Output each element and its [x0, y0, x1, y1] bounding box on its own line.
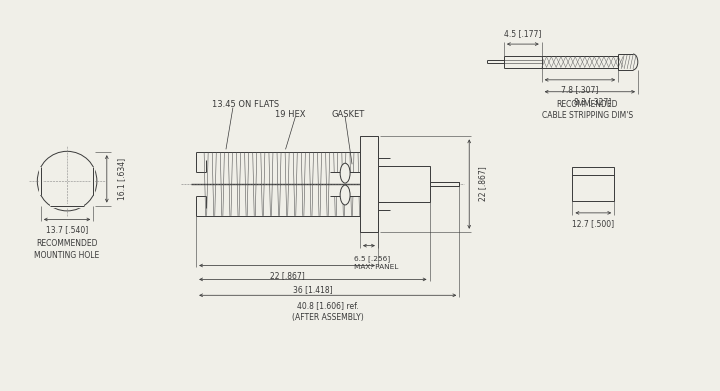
Text: 7.8 [.307]: 7.8 [.307] [561, 85, 598, 94]
Text: 8.3 [.327]: 8.3 [.327] [574, 97, 611, 106]
Text: 13.45 ON FLATS: 13.45 ON FLATS [212, 100, 279, 109]
Circle shape [37, 151, 97, 211]
Bar [430, 182, 459, 186]
Text: 13.7 [.540]: 13.7 [.540] [46, 225, 89, 234]
Bar [378, 166, 430, 202]
Bar [572, 167, 614, 201]
Text: 36 [1.418]: 36 [1.418] [293, 285, 333, 294]
Bar [541, 56, 618, 68]
Text: 6.5 [.256]
MAX. PANEL: 6.5 [.256] MAX. PANEL [354, 256, 398, 270]
Text: 4.5 [.177]: 4.5 [.177] [504, 29, 541, 38]
Bar [330, 172, 360, 196]
Text: 22 [.867]: 22 [.867] [270, 271, 305, 280]
Bar [360, 136, 378, 232]
Text: 22 [.867]: 22 [.867] [479, 167, 487, 201]
Ellipse shape [340, 163, 350, 183]
Text: 40.8 [1.606] ref.
(AFTER ASSEMBLY): 40.8 [1.606] ref. (AFTER ASSEMBLY) [292, 301, 364, 322]
Text: RECOMMENDED
MOUNTING HOLE: RECOMMENDED MOUNTING HOLE [35, 239, 100, 260]
Text: RECOMMENDED
CABLE STRIPPING DIM'S: RECOMMENDED CABLE STRIPPING DIM'S [542, 100, 633, 120]
Text: GASKET: GASKET [331, 110, 365, 119]
Ellipse shape [340, 185, 350, 205]
Text: 19 HEX: 19 HEX [275, 110, 306, 119]
Text: 16.1 [.634]: 16.1 [.634] [117, 158, 126, 200]
Text: 12.7 [.500]: 12.7 [.500] [572, 219, 614, 228]
